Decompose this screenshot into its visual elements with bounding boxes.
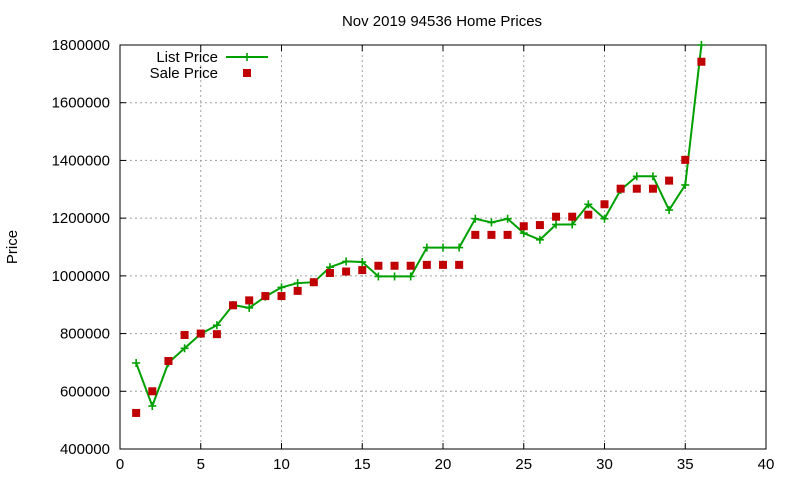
sale-price-point: [390, 261, 399, 270]
y-axis-label: Price: [4, 230, 21, 264]
sale-price-point: [471, 230, 480, 239]
list-price-point: [390, 272, 399, 281]
list-price-point: [132, 359, 141, 368]
sale-price-point: [455, 260, 464, 269]
sale-price-point: [406, 261, 415, 270]
list-price-point: [342, 257, 351, 266]
x-tick-label: 0: [116, 456, 124, 473]
list-price-point: [519, 229, 528, 238]
sale-price-point: [632, 184, 641, 193]
list-price-point: [374, 272, 383, 281]
sale-price-point: [681, 155, 690, 164]
sale-price-point: [196, 329, 205, 338]
sale-price-point: [164, 356, 173, 365]
list-price-point: [552, 220, 561, 229]
sale-price-point: [487, 230, 496, 239]
sale-price-point: [245, 296, 254, 305]
list-price-point: [632, 172, 641, 181]
list-price-point: [455, 243, 464, 252]
x-tick-label: 15: [354, 456, 371, 473]
y-tick-label: 400000: [60, 441, 110, 458]
sale-price-point: [277, 292, 286, 301]
y-tick-label: 1800000: [52, 37, 110, 54]
legend-label: Sale Price: [150, 65, 218, 82]
chart-title: Nov 2019 94536 Home Prices: [342, 13, 542, 30]
sale-price-point: [648, 184, 657, 193]
list-price-point: [535, 235, 544, 244]
series-sale-price: [132, 57, 706, 417]
sale-price-point: [439, 260, 447, 269]
sale-price-point: [293, 286, 302, 295]
list-price-point: [568, 220, 577, 229]
list-price-point: [648, 172, 657, 181]
sale-price-point: [148, 387, 157, 396]
sale-price-point: [212, 330, 221, 339]
y-tick-label: 1600000: [52, 95, 110, 112]
sale-price-point: [616, 184, 625, 193]
sale-price-point: [552, 212, 561, 221]
y-tick-label: 1000000: [52, 268, 110, 285]
sale-price-point: [229, 301, 238, 310]
list-price-point: [422, 243, 431, 252]
x-tick-label: 5: [197, 456, 205, 473]
series-layer: [132, 41, 706, 417]
series-list-price: [132, 41, 706, 411]
list-price-point: [406, 272, 415, 281]
sale-price-point: [535, 221, 544, 230]
list-price-point: [439, 243, 447, 252]
sale-price-point: [422, 260, 431, 269]
sale-price-point: [358, 266, 367, 275]
list-price-point: [503, 214, 512, 223]
list-price-point: [358, 258, 367, 267]
axis-layer: 0 5 10 15 20 25 30 35 40 400000 600000 800000 100000…: [52, 37, 775, 473]
list-price-point: [245, 303, 254, 312]
list-price-point: [293, 279, 302, 288]
sale-price-point: [697, 57, 706, 66]
sale-price-point: [519, 222, 528, 231]
sale-price-point: [503, 230, 512, 239]
list-price-point: [681, 180, 690, 189]
list-price-point: [148, 402, 157, 411]
legend-label: List Price: [156, 49, 218, 66]
sale-price-point: [584, 210, 593, 219]
sale-price-point: [568, 212, 577, 221]
list-price-point: [471, 214, 480, 223]
sale-price-point: [309, 278, 318, 287]
list-price-point: [697, 41, 706, 49]
sale-price-point: [132, 408, 141, 417]
list-price-point: [487, 218, 496, 227]
sale-price-point: [342, 267, 351, 276]
x-tick-label: 35: [677, 456, 694, 473]
sale-price-point: [261, 292, 270, 301]
y-tick-label: 1400000: [52, 152, 110, 169]
sale-price-point: [374, 261, 383, 270]
x-tick-label: 40: [758, 456, 775, 473]
x-tick-label: 20: [435, 456, 452, 473]
list-price-point: [212, 321, 221, 330]
y-tick-label: 800000: [60, 326, 110, 343]
x-tick-label: 25: [515, 456, 532, 473]
list-price-point: [277, 283, 286, 292]
y-tick-label: 1200000: [52, 210, 110, 227]
list-price-point: [665, 206, 674, 215]
list-price-line: [135, 44, 703, 409]
legend-cross-swatch: [243, 53, 251, 61]
sale-price-point: [665, 176, 674, 185]
sale-price-point: [180, 331, 189, 340]
list-price-point: [584, 200, 593, 209]
x-tick-label: 10: [273, 456, 290, 473]
list-price-point: [600, 214, 609, 223]
x-tick-label: 30: [596, 456, 613, 473]
legend-square-swatch: [243, 69, 251, 77]
y-tick-label: 600000: [60, 383, 110, 400]
sale-price-point: [600, 200, 609, 209]
list-price-point: [180, 344, 189, 353]
sale-price-point: [325, 268, 334, 277]
